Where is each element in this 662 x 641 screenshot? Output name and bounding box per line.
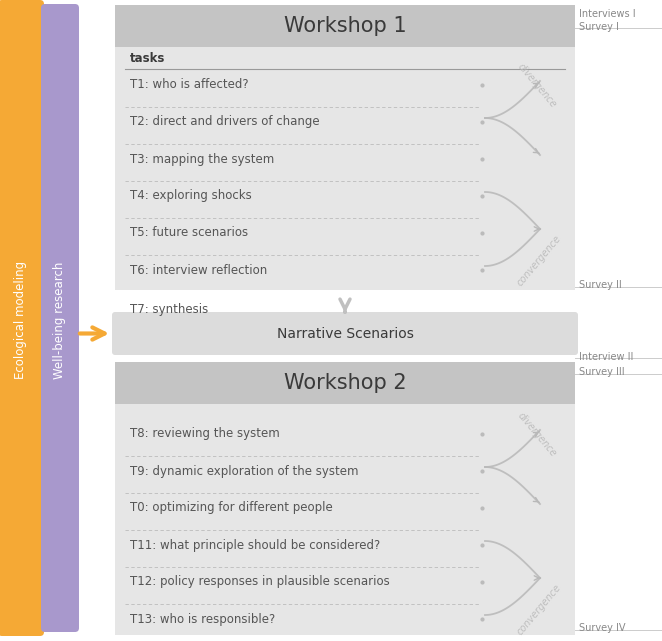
FancyBboxPatch shape: [41, 4, 79, 632]
Text: Narrative Scenarios: Narrative Scenarios: [277, 326, 414, 340]
Text: Interviews I: Interviews I: [579, 9, 636, 19]
Text: Survey I: Survey I: [579, 22, 619, 32]
FancyBboxPatch shape: [0, 0, 44, 636]
Text: convergence: convergence: [515, 234, 563, 288]
Text: T4: exploring shocks: T4: exploring shocks: [130, 190, 252, 203]
Text: divergence: divergence: [515, 62, 558, 110]
Text: T8: reviewing the system: T8: reviewing the system: [130, 428, 280, 440]
Text: Ecological modeling: Ecological modeling: [15, 261, 28, 379]
Text: T2: direct and drivers of change: T2: direct and drivers of change: [130, 115, 320, 128]
Text: divergence: divergence: [515, 411, 558, 459]
Text: convergence: convergence: [515, 583, 563, 637]
Text: T1: who is affected?: T1: who is affected?: [130, 78, 249, 92]
FancyBboxPatch shape: [115, 362, 575, 635]
Text: T13: who is responsible?: T13: who is responsible?: [130, 613, 275, 626]
Text: T9: dynamic exploration of the system: T9: dynamic exploration of the system: [130, 465, 359, 478]
Text: T6: interview reflection: T6: interview reflection: [130, 263, 267, 276]
Text: Workshop 1: Workshop 1: [284, 16, 406, 36]
Text: T0: optimizing for different people: T0: optimizing for different people: [130, 501, 333, 515]
Text: Interview II: Interview II: [579, 352, 634, 362]
FancyBboxPatch shape: [112, 312, 578, 355]
Text: Workshop 2: Workshop 2: [284, 373, 406, 393]
Text: tasks: tasks: [130, 53, 166, 65]
FancyBboxPatch shape: [115, 5, 575, 47]
FancyBboxPatch shape: [115, 5, 575, 290]
Text: Survey II: Survey II: [579, 280, 622, 290]
Text: T11: what principle should be considered?: T11: what principle should be considered…: [130, 538, 380, 551]
Text: T3: mapping the system: T3: mapping the system: [130, 153, 274, 165]
Text: T5: future scenarios: T5: future scenarios: [130, 226, 248, 240]
Text: Survey IV: Survey IV: [579, 623, 626, 633]
Text: T7: synthesis: T7: synthesis: [130, 303, 209, 315]
FancyBboxPatch shape: [115, 362, 575, 404]
Text: Survey III: Survey III: [579, 367, 625, 377]
Text: T12: policy responses in plausible scenarios: T12: policy responses in plausible scena…: [130, 576, 390, 588]
Text: Well-being research: Well-being research: [54, 262, 66, 379]
